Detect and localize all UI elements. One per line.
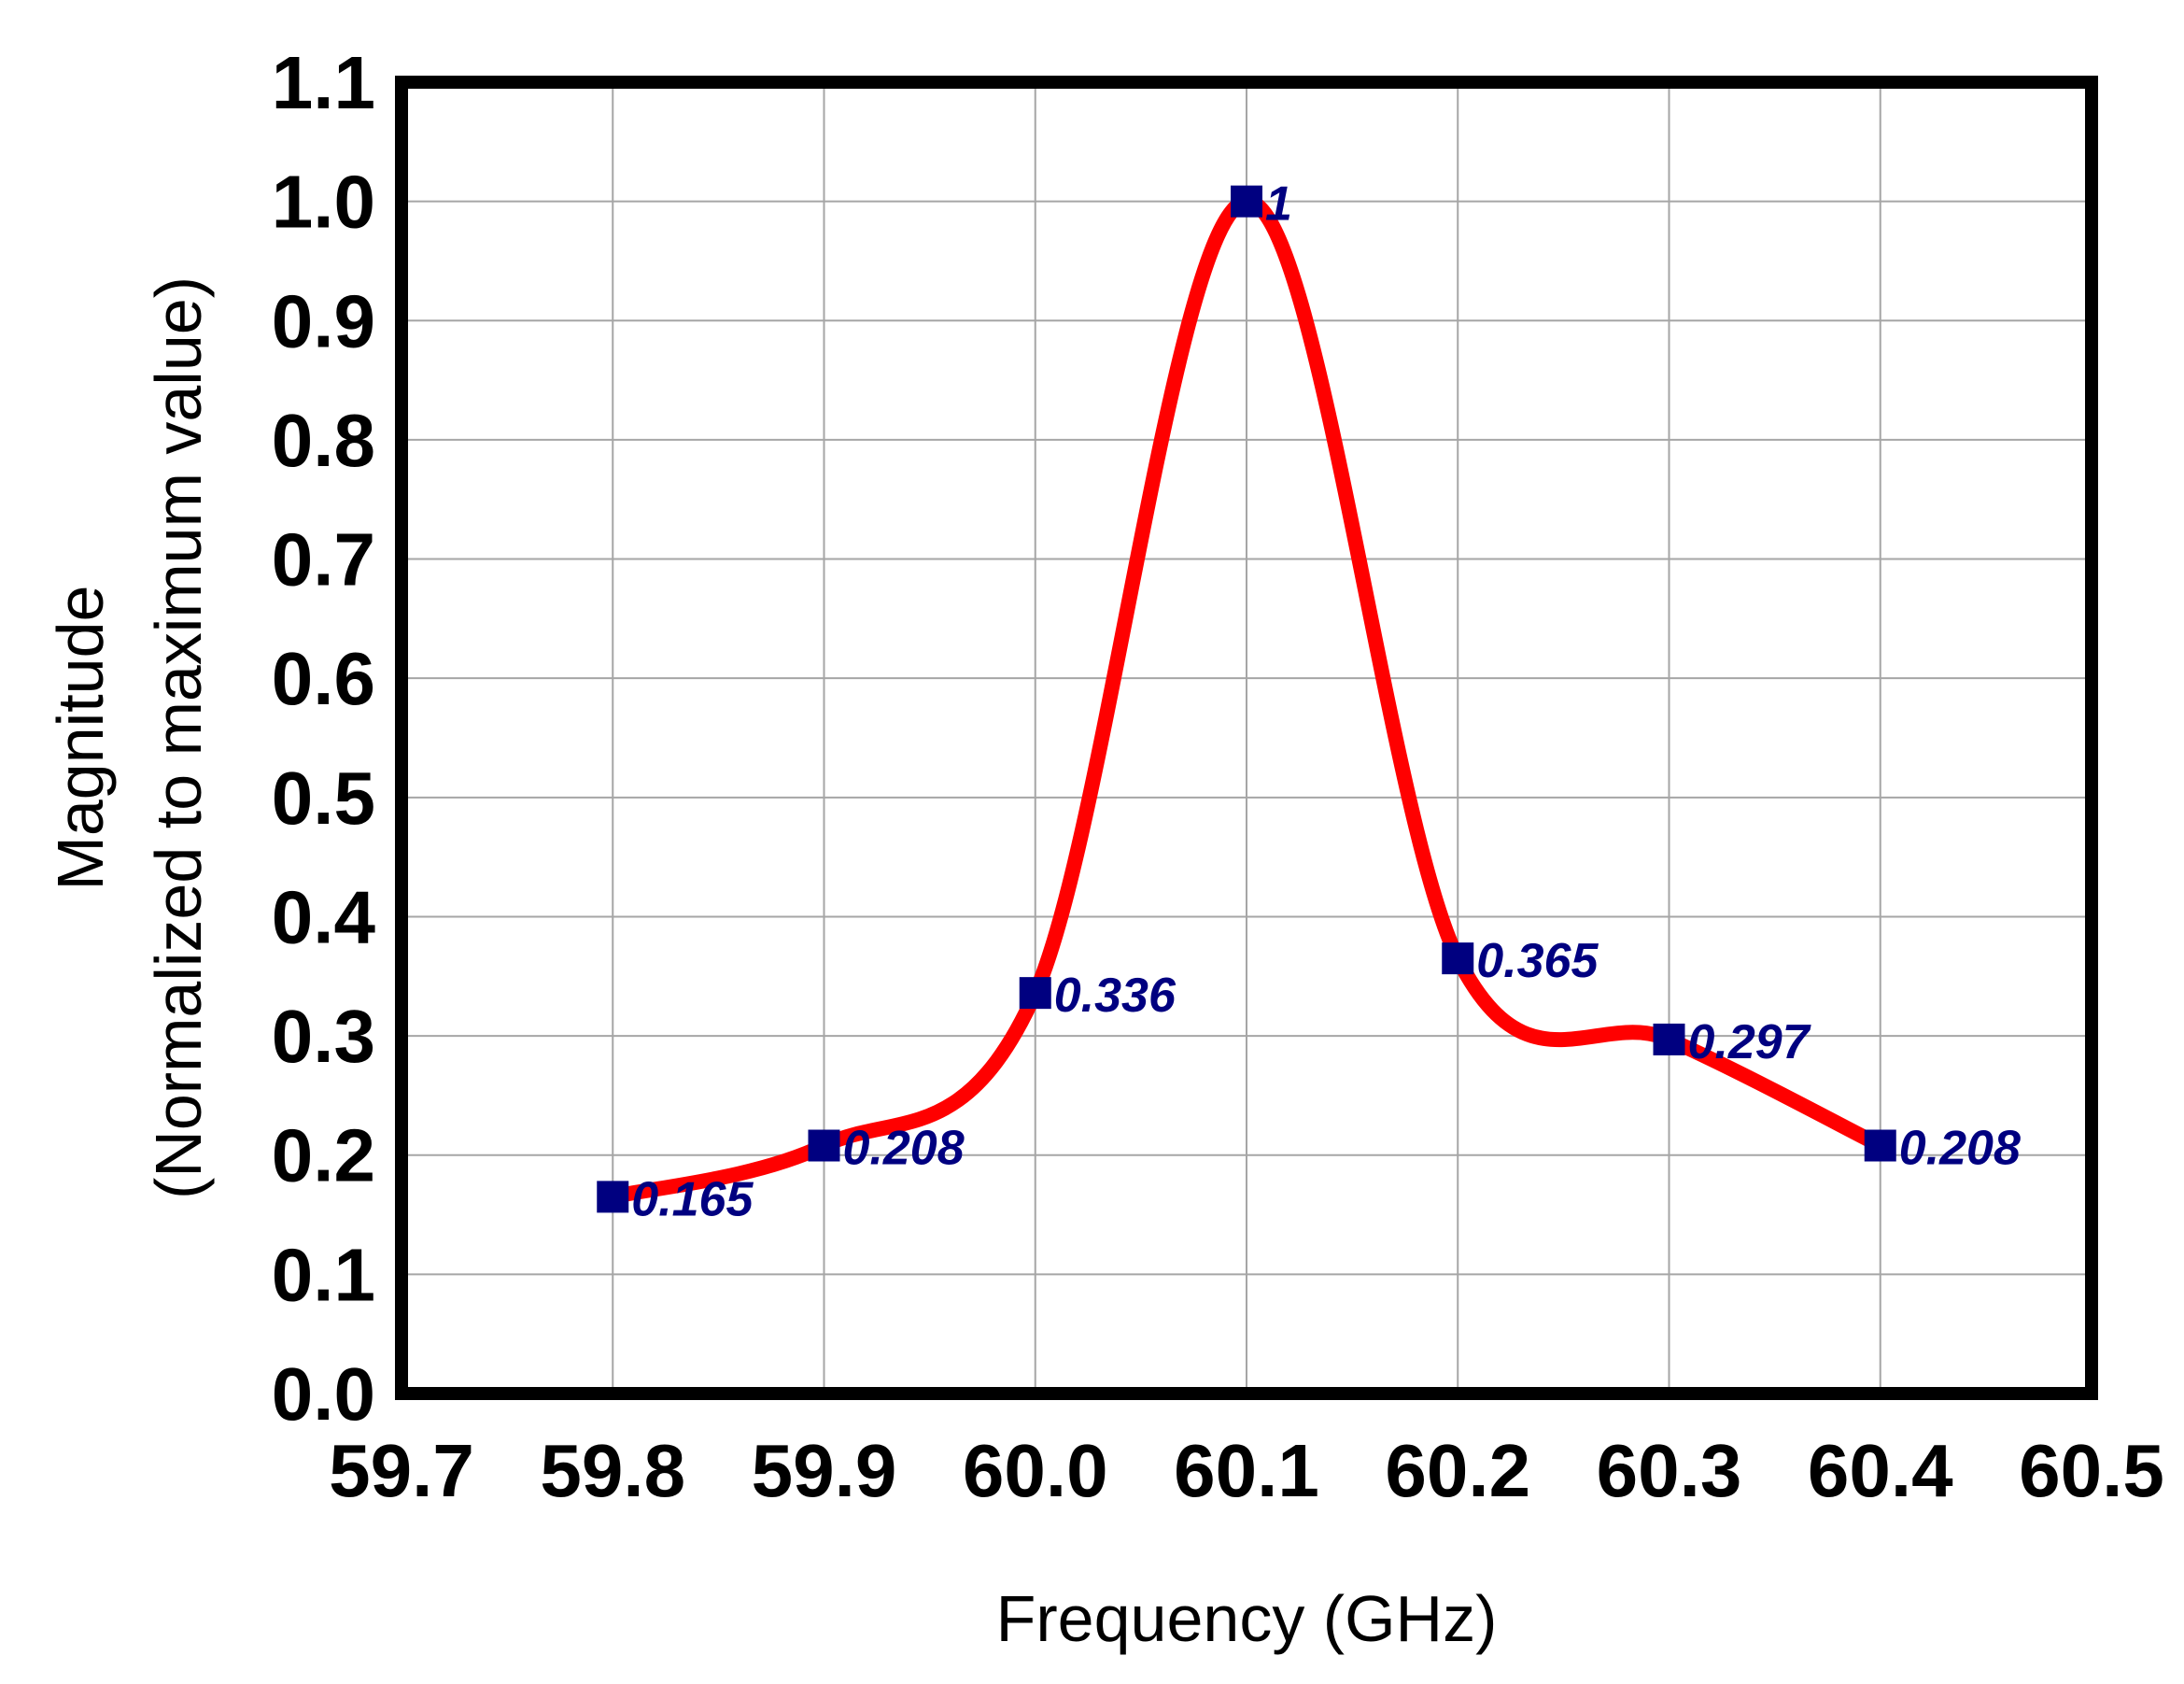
data-label: 0.165 [631, 1172, 754, 1226]
x-tick-label: 59.9 [752, 1429, 897, 1512]
y-tick-label: 0.5 [272, 757, 375, 840]
y-axis-title-line: (Normalized to maximum value) [142, 276, 215, 1199]
y-tick-label: 0.1 [272, 1233, 375, 1316]
x-tick-label: 60.3 [1597, 1429, 1742, 1512]
x-tick-label: 59.7 [329, 1429, 474, 1512]
x-tick-label: 59.8 [540, 1429, 685, 1512]
y-tick-label: 1.1 [272, 41, 375, 124]
y-tick-label: 0.2 [272, 1114, 375, 1197]
x-tick-label: 60.1 [1174, 1429, 1319, 1512]
data-point [1231, 185, 1262, 218]
x-tick-labels: 59.7 59.8 59.9 60.0 60.1 60.2 60.3 60.4 60.5 [329, 1429, 2164, 1512]
data-label: 1 [1265, 177, 1292, 232]
y-tick-labels: 0.0 0.1 0.2 0.3 0.4 0.5 0.6 0.7 0.8 0.9 1.0 1.1 [272, 41, 376, 1436]
data-point [597, 1181, 629, 1213]
grid [402, 82, 2092, 1394]
data-label: 0.365 [1476, 934, 1599, 988]
data-point [1653, 1023, 1685, 1055]
y-tick-label: 0.7 [272, 518, 375, 601]
data-label: 0.297 [1688, 1015, 1811, 1069]
plot-frame [395, 76, 2098, 1400]
x-axis-title: Frequency (GHz) [996, 1582, 1498, 1655]
y-tick-label: 0.3 [272, 995, 375, 1078]
x-tick-label: 60.0 [963, 1429, 1108, 1512]
data-point [1864, 1129, 1896, 1162]
data-label: 0.208 [1899, 1122, 2021, 1176]
y-tick-label: 0.4 [272, 875, 376, 958]
data-label: 0.336 [1054, 969, 1177, 1023]
data-point [1442, 942, 1474, 975]
y-tick-label: 0.6 [272, 637, 375, 720]
y-axis-title-line: Magnitude [44, 586, 117, 891]
x-tick-label: 60.5 [2019, 1429, 2164, 1512]
y-tick-label: 0.0 [272, 1352, 375, 1436]
data-point [1019, 977, 1051, 1010]
data-labels: 0.165 0.208 0.336 1 0.365 0.297 0.208 [631, 177, 2021, 1227]
y-tick-label: 1.0 [272, 161, 375, 244]
data-markers [597, 185, 1896, 1213]
data-label: 0.208 [843, 1122, 965, 1176]
y-axis-title: Magnitude (Normalized to maximum value) [44, 276, 215, 1199]
data-point [808, 1129, 840, 1162]
x-tick-label: 60.2 [1385, 1429, 1530, 1512]
y-tick-label: 0.9 [272, 279, 375, 362]
x-tick-label: 60.4 [1808, 1429, 1953, 1512]
y-tick-label: 0.8 [272, 399, 375, 482]
